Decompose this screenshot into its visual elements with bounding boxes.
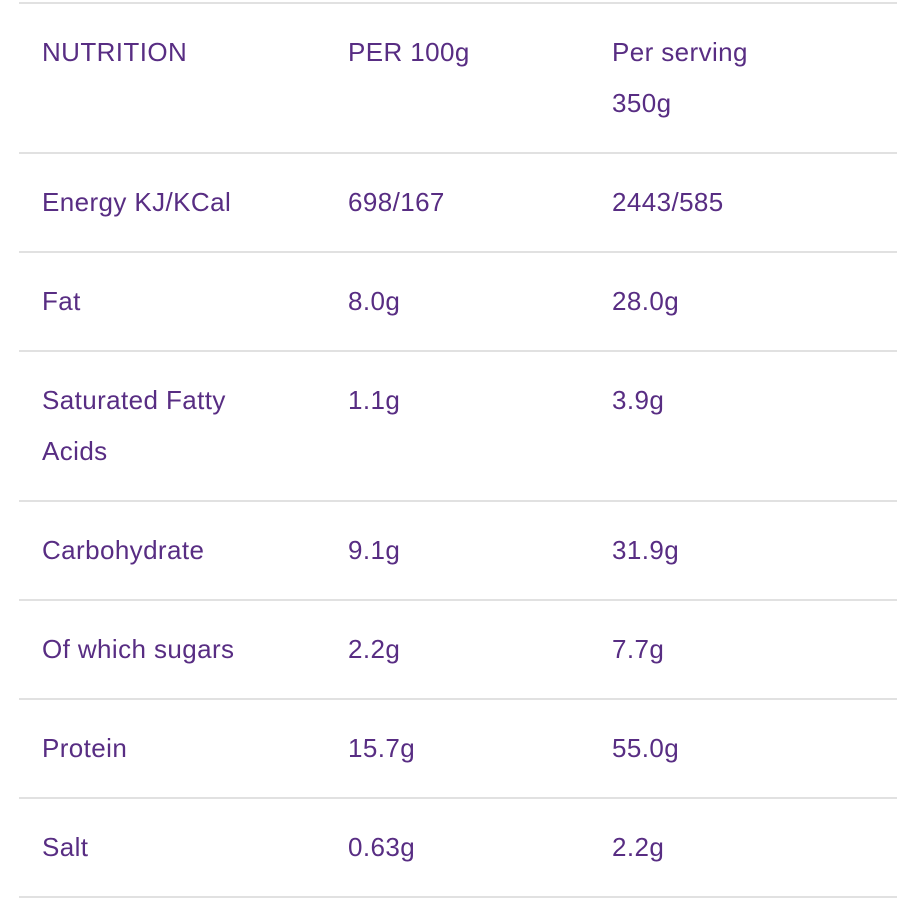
table-row: Energy KJ/KCal 698/167 2443/585 [19, 153, 897, 253]
nutrient-label: Saturated Fatty Acids [42, 385, 226, 466]
nutrient-label: Protein [42, 733, 128, 763]
nutrient-label-cell: Carbohydrate [19, 501, 348, 601]
per-100g-value: 8.0g [348, 252, 612, 352]
nutrient-label-cell: Of which sugars [19, 600, 348, 700]
per-serving-value: 55.0g [612, 699, 897, 799]
nutrient-label: Energy KJ/KCal [42, 187, 232, 217]
per-100g-value: 1.1g [348, 351, 612, 502]
header-per-serving: Per serving 350g [612, 2, 897, 154]
table-row: Of which sugars 2.2g 7.7g [19, 600, 897, 700]
nutrient-label: Salt [42, 832, 89, 862]
nutrient-label: Carbohydrate [42, 535, 205, 565]
nutrient-label: Fat [42, 286, 81, 316]
nutrient-label-cell: Saturated Fatty Acids [19, 351, 348, 502]
nutrition-panel: NUTRITION PER 100g Per serving 350g Ener… [19, 2, 897, 898]
nutrient-label: Of which sugars [42, 634, 235, 664]
nutrient-label-cell: Energy KJ/KCal [19, 153, 348, 253]
nutrient-label-cell: Protein [19, 699, 348, 799]
table-row: Protein 15.7g 55.0g [19, 699, 897, 799]
per-serving-value: 28.0g [612, 252, 897, 352]
per-serving-value: 31.9g [612, 501, 897, 601]
per-serving-value: 2.2g [612, 798, 897, 898]
header-per-serving-label: Per serving 350g [612, 37, 748, 118]
table-row: Saturated Fatty Acids 1.1g 3.9g [19, 351, 897, 502]
header-nutrition: NUTRITION [19, 2, 348, 154]
per-serving-value: 2443/585 [612, 153, 897, 253]
per-100g-value: 0.63g [348, 798, 612, 898]
per-100g-value: 698/167 [348, 153, 612, 253]
nutrient-label-cell: Salt [19, 798, 348, 898]
table-header-row: NUTRITION PER 100g Per serving 350g [19, 2, 897, 154]
header-per-100g-label: PER 100g [348, 37, 470, 67]
per-100g-value: 2.2g [348, 600, 612, 700]
header-per-100g: PER 100g [348, 2, 612, 154]
per-100g-value: 9.1g [348, 501, 612, 601]
per-serving-value: 3.9g [612, 351, 897, 502]
nutrition-table: NUTRITION PER 100g Per serving 350g Ener… [19, 2, 897, 898]
table-row: Carbohydrate 9.1g 31.9g [19, 501, 897, 601]
per-serving-value: 7.7g [612, 600, 897, 700]
nutrient-label-cell: Fat [19, 252, 348, 352]
per-100g-value: 15.7g [348, 699, 612, 799]
table-row: Salt 0.63g 2.2g [19, 798, 897, 898]
table-row: Fat 8.0g 28.0g [19, 252, 897, 352]
header-nutrition-label: NUTRITION [42, 37, 188, 67]
